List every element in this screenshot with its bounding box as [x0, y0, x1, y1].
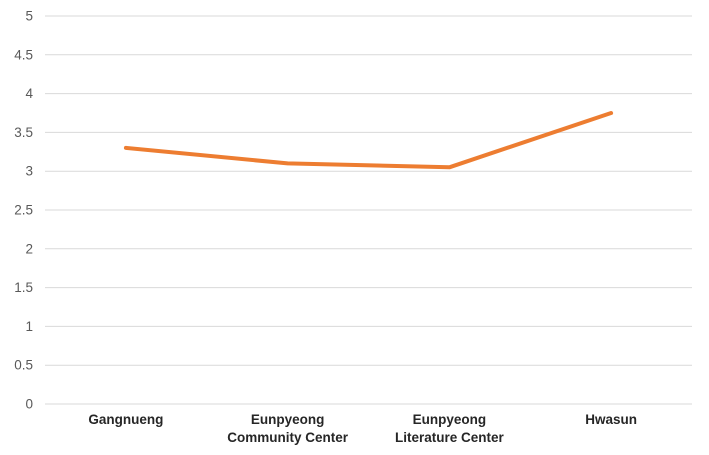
category-label: Eunpyeong Community Center — [227, 412, 349, 445]
y-tick-label: 4 — [25, 86, 33, 101]
y-tick-label: 0.5 — [14, 358, 33, 373]
y-axis-tick-labels: 0 0.5 1 1.5 2 2.5 3 3.5 4 4.5 5 — [14, 9, 33, 412]
y-tick-label: 5 — [25, 9, 33, 24]
category-label: Gangnueng — [88, 412, 163, 427]
y-tick-label: 0 — [25, 397, 33, 412]
data-series-line — [123, 111, 614, 170]
y-tick-label: 4.5 — [14, 47, 33, 62]
gridlines-group — [45, 15, 692, 405]
y-tick-label: 1 — [25, 319, 33, 334]
y-tick-label: 2 — [25, 241, 33, 256]
category-label: Eunpyeong Literature Center — [395, 412, 505, 445]
category-label: Hwasun — [585, 412, 637, 427]
y-tick-label: 1.5 — [14, 280, 33, 295]
y-tick-label: 2.5 — [14, 203, 33, 218]
y-tick-label: 3 — [25, 164, 33, 179]
x-axis-category-labels: Gangnueng Eunpyeong Community Center Eunpye… — [88, 412, 637, 445]
y-tick-label: 3.5 — [14, 125, 33, 140]
